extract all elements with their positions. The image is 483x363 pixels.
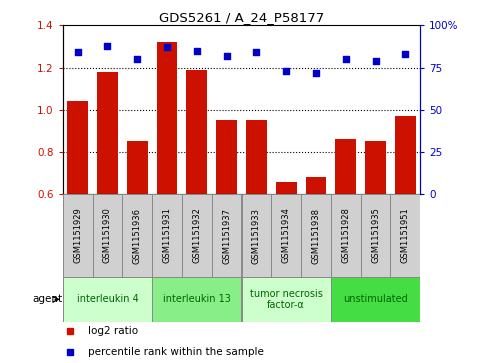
Bar: [182, 194, 212, 277]
Point: [163, 44, 171, 50]
Text: unstimulated: unstimulated: [343, 294, 408, 304]
Text: tumor necrosis
factor-α: tumor necrosis factor-α: [250, 289, 323, 310]
Text: GSM1151928: GSM1151928: [341, 208, 350, 264]
Bar: [395, 116, 416, 194]
Title: GDS5261 / A_24_P58177: GDS5261 / A_24_P58177: [159, 11, 324, 24]
Bar: [127, 142, 148, 194]
Bar: [331, 194, 361, 277]
Text: GSM1151935: GSM1151935: [371, 208, 380, 264]
Bar: [186, 70, 207, 194]
Bar: [335, 139, 356, 194]
Text: interleukin 4: interleukin 4: [77, 294, 138, 304]
Text: GSM1151930: GSM1151930: [103, 208, 112, 264]
Point: [193, 48, 201, 54]
Bar: [361, 194, 390, 277]
Bar: [216, 121, 237, 194]
Bar: [390, 194, 420, 277]
Text: GSM1151931: GSM1151931: [163, 208, 171, 264]
Point: [133, 56, 141, 62]
Text: GSM1151933: GSM1151933: [252, 208, 261, 264]
Point: [372, 58, 380, 64]
Bar: [93, 194, 122, 277]
Text: GSM1151951: GSM1151951: [401, 208, 410, 264]
Bar: [63, 194, 93, 277]
Text: interleukin 13: interleukin 13: [163, 294, 231, 304]
Point: [104, 43, 112, 49]
Bar: [152, 194, 182, 277]
Text: agent: agent: [33, 294, 63, 304]
Bar: [365, 142, 386, 194]
Point: [253, 49, 260, 55]
Point: [74, 49, 82, 55]
Bar: [152, 277, 242, 322]
Bar: [242, 194, 271, 277]
Bar: [242, 277, 331, 322]
Point: [312, 70, 320, 76]
Point: [342, 56, 350, 62]
Bar: [276, 182, 297, 194]
Bar: [122, 194, 152, 277]
Text: GSM1151934: GSM1151934: [282, 208, 291, 264]
Point: [401, 51, 409, 57]
Point: [282, 68, 290, 74]
Text: percentile rank within the sample: percentile rank within the sample: [88, 347, 264, 357]
Bar: [301, 194, 331, 277]
Point: [223, 53, 230, 59]
Bar: [271, 194, 301, 277]
Text: GSM1151936: GSM1151936: [133, 208, 142, 264]
Bar: [97, 72, 118, 194]
Bar: [156, 42, 177, 194]
Bar: [306, 178, 327, 194]
Text: log2 ratio: log2 ratio: [88, 326, 138, 336]
Bar: [246, 121, 267, 194]
Text: GSM1151932: GSM1151932: [192, 208, 201, 264]
Text: GSM1151938: GSM1151938: [312, 208, 320, 264]
Bar: [212, 194, 242, 277]
Bar: [331, 277, 420, 322]
Text: GSM1151937: GSM1151937: [222, 208, 231, 264]
Text: GSM1151929: GSM1151929: [73, 208, 82, 264]
Bar: [67, 101, 88, 194]
Bar: [63, 277, 152, 322]
